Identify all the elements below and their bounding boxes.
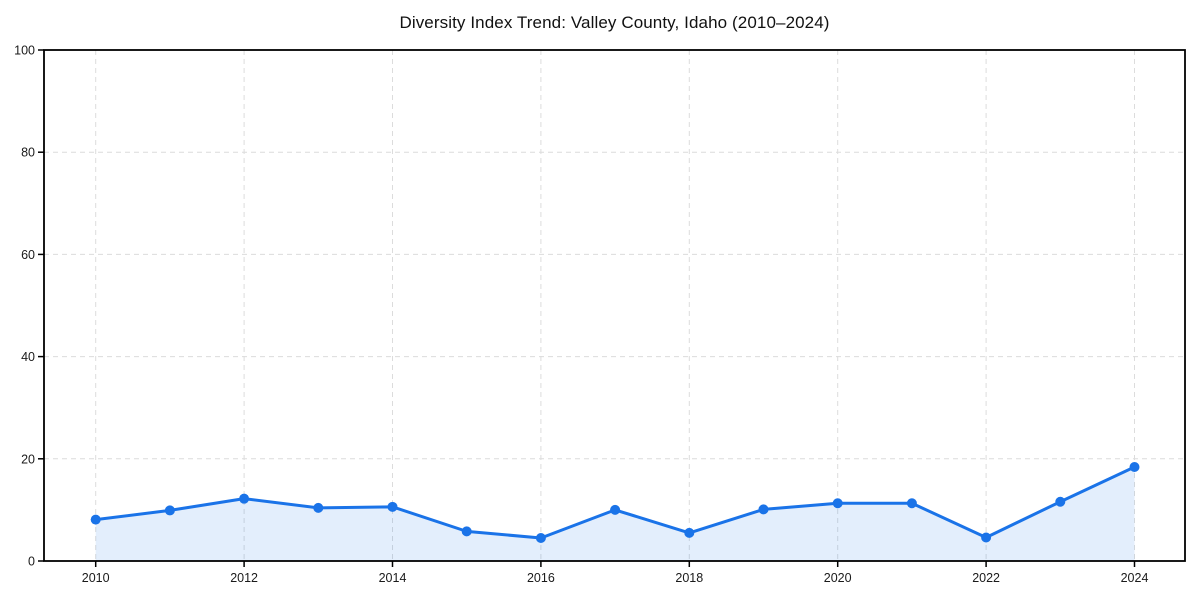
chart-title: Diversity Index Trend: Valley County, Id…: [399, 13, 830, 32]
data-point: [758, 504, 769, 515]
data-point: [981, 532, 992, 543]
data-point: [313, 502, 324, 513]
data-point: [90, 514, 101, 525]
y-tick-label: 0: [28, 555, 35, 569]
data-point: [239, 493, 250, 504]
data-point: [832, 498, 843, 509]
y-tick-label: 20: [21, 452, 35, 466]
data-point: [684, 527, 695, 538]
y-tick-label: 40: [21, 350, 35, 364]
data-point: [1129, 461, 1140, 472]
plot-border: [43, 49, 1186, 562]
x-tick-label: 2012: [230, 571, 258, 585]
x-tick-label: 2024: [1121, 571, 1149, 585]
x-tick-label: 2018: [675, 571, 703, 585]
grid: [44, 49, 1185, 562]
data-point: [387, 501, 398, 512]
y-tick-label: 100: [14, 44, 35, 58]
data-point: [610, 504, 621, 515]
x-tick-label: 2022: [972, 571, 1000, 585]
y-tick-label: 60: [21, 248, 35, 262]
data-point: [906, 498, 917, 509]
x-tick-label: 2016: [527, 571, 555, 585]
x-tick-label: 2014: [379, 571, 407, 585]
axis-ticks: 2010 2012 2014 2016 2018 2020 2022 2024 0 20 40 60 8…: [14, 44, 1148, 586]
x-tick-label: 2010: [82, 571, 110, 585]
data-point: [535, 533, 546, 544]
data-points: [90, 461, 1140, 544]
data-point: [164, 505, 175, 516]
y-tick-label: 80: [21, 146, 35, 160]
data-point: [461, 526, 472, 537]
x-tick-label: 2020: [824, 571, 852, 585]
data-point: [1055, 496, 1066, 507]
